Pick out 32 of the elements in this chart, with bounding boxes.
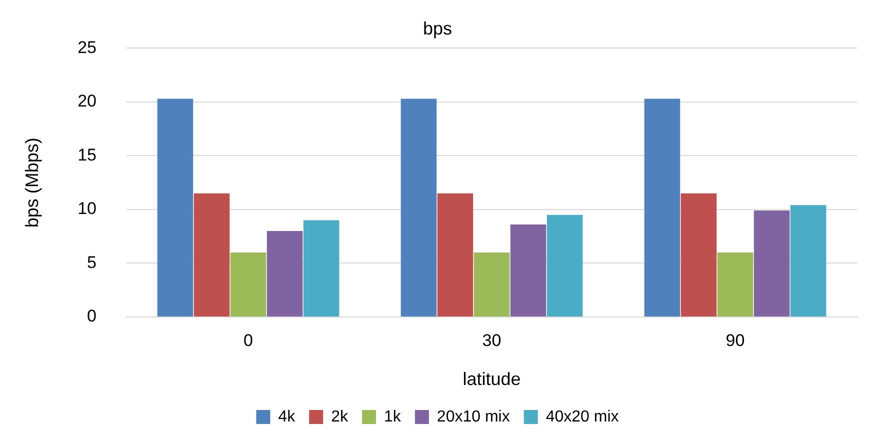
bar — [400, 98, 437, 316]
y-tick-label: 20 — [78, 92, 97, 111]
y-tick-label: 5 — [87, 252, 97, 272]
bar — [474, 252, 510, 316]
bar — [510, 224, 546, 316]
bar — [194, 193, 230, 316]
bar — [230, 252, 266, 316]
chart-title: bps — [422, 18, 452, 38]
bar — [717, 252, 754, 316]
bar — [303, 220, 340, 316]
y-axis-title: bps (Mbps) — [22, 138, 42, 228]
legend-label: 20x10 mix — [436, 408, 510, 426]
bar — [266, 230, 303, 316]
bar — [754, 210, 790, 316]
bar — [157, 98, 194, 316]
bar — [437, 193, 474, 316]
x-tick-label: 0 — [244, 330, 253, 350]
x-tick-label: 90 — [726, 330, 745, 350]
legend-label: 2k — [331, 408, 350, 426]
y-tick-label: 10 — [78, 199, 97, 218]
x-tick-label: 30 — [482, 330, 502, 350]
legend-label: 40x20 mix — [546, 408, 619, 426]
bar — [644, 98, 680, 316]
y-tick-label: 15 — [78, 145, 97, 164]
bar — [680, 193, 717, 316]
legend-label: 4k — [278, 408, 296, 426]
y-tick-label: 25 — [78, 38, 97, 57]
bar — [790, 205, 826, 316]
legend-label: 1k — [384, 408, 402, 426]
x-axis-title: latitude — [462, 369, 521, 390]
bar — [546, 214, 583, 316]
y-tick-label: 0 — [87, 306, 97, 326]
